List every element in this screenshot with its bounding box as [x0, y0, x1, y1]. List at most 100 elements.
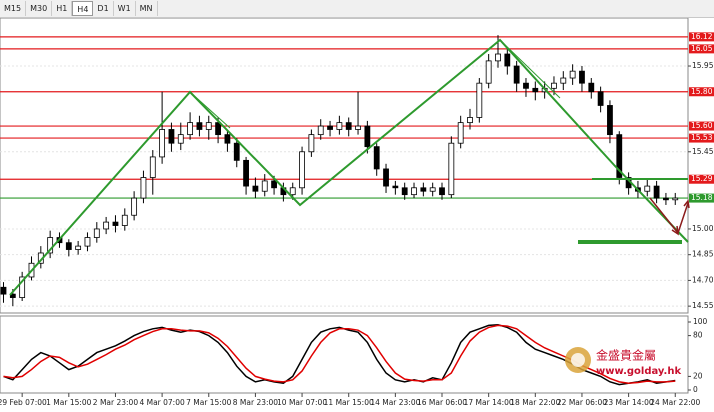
x-tick-label: 2 Mar 23:00: [93, 398, 139, 407]
candle-body: [579, 70, 585, 84]
candle-body: [345, 122, 352, 130]
candle-body: [149, 156, 156, 178]
trend-line: [189, 91, 231, 129]
x-tick-label: 23 Mar 14:00: [604, 398, 654, 407]
candle-body: [672, 197, 679, 201]
candle-body: [448, 142, 455, 196]
level-tag: [689, 121, 714, 131]
y-tick-label: 100: [693, 317, 708, 326]
candle-body: [159, 129, 166, 158]
arrow-head: [671, 225, 679, 236]
candle-body: [364, 125, 371, 148]
timeframe-button[interactable]: D1: [93, 1, 114, 16]
oscillator-line: [3, 323, 676, 386]
candle-body: [271, 180, 277, 189]
candle-body: [19, 276, 26, 298]
logo: [571, 353, 585, 367]
trend-line: [499, 39, 561, 99]
level-label: 15.29: [691, 174, 713, 183]
candle-body: [121, 214, 128, 226]
timeframe-button[interactable]: H1: [52, 1, 73, 16]
candle-body: [261, 180, 268, 192]
y-tick-label: 15.45: [692, 147, 714, 156]
candle-body: [532, 87, 539, 93]
candle-body: [75, 245, 82, 250]
candle-body: [616, 134, 623, 178]
timeframe-button[interactable]: MN: [136, 1, 158, 16]
candle-body: [196, 122, 203, 130]
y-tick-label: 0: [693, 385, 698, 394]
candle-body: [252, 185, 259, 192]
level-label: 15.18: [691, 193, 713, 202]
candle-body: [289, 187, 296, 196]
chart: 14.55 14.70 14.85 15.00 15.45 15.95 16.12 16.05…: [0, 18, 714, 407]
y-tick-label: 14.85: [692, 250, 714, 259]
candle-body: [47, 237, 54, 254]
arrow: [649, 197, 679, 234]
candle-body: [663, 197, 669, 201]
x-tick-label: 16 Mar 06:00: [417, 398, 467, 407]
level-label: 16.12: [691, 32, 713, 41]
candle-body: [140, 177, 147, 199]
candle-body: [93, 228, 100, 238]
timeframe-button[interactable]: M15: [0, 1, 27, 16]
candle-body: [299, 151, 305, 189]
candle-body: [569, 70, 576, 79]
candle-body: [84, 237, 91, 247]
candle-body: [467, 117, 473, 124]
x-tick-label: 1 Mar 15:00: [46, 398, 92, 407]
candle-body: [243, 159, 249, 187]
candle-body: [103, 221, 110, 230]
candle-body: [401, 187, 408, 196]
x-tick-label: 17 Mar 14:00: [464, 398, 514, 407]
toolbar: M15 M30 H1 H4 D1 W1 MN: [0, 0, 714, 18]
candle-body: [504, 53, 511, 67]
candle-body: [168, 129, 175, 144]
candle-body: [644, 185, 651, 192]
candle-body: [373, 146, 380, 170]
x-tick-label: 14 Mar 23:00: [370, 398, 420, 407]
candle-body: [560, 77, 567, 84]
candle-body: [224, 134, 231, 144]
brand-name: 金盛貴金屬: [596, 348, 656, 363]
candle-body: [523, 82, 529, 89]
candle-body: [495, 53, 501, 62]
level-label: 15.60: [691, 121, 713, 130]
candle-body: [457, 122, 464, 144]
candle-body: [383, 168, 389, 187]
candle-body: [177, 134, 184, 144]
candle-body: [607, 105, 613, 136]
level-label: 15.53: [691, 133, 713, 142]
candle-body: [336, 122, 343, 130]
candle-body: [588, 82, 595, 93]
candle-body: [476, 82, 483, 118]
y-tick-label: 14.70: [692, 275, 714, 284]
y-tick-label: 14.55: [692, 301, 714, 310]
timeframe-button[interactable]: M30: [26, 1, 53, 16]
candle-body: [411, 187, 417, 196]
x-tick-label: 29 Feb 07:00: [0, 398, 47, 407]
candle-body: [112, 221, 119, 226]
trend-lines: [9, 38, 689, 296]
candle-body: [215, 122, 221, 136]
level-tag: [689, 193, 714, 203]
candle-body: [485, 60, 492, 84]
oscillator-line: [3, 324, 676, 384]
candle-body: [653, 185, 660, 199]
candle-body: [308, 134, 315, 153]
candle-body: [597, 91, 604, 106]
level-label: 15.80: [691, 87, 713, 96]
candle-body: [392, 185, 399, 189]
candle-body: [9, 293, 16, 298]
timeframe-button[interactable]: H4: [72, 1, 94, 16]
candle-body: [420, 187, 427, 192]
level-label: 16.05: [691, 44, 713, 53]
level-tag: [689, 44, 714, 54]
level-tag: [689, 87, 714, 97]
level-tag: [689, 133, 714, 143]
y-tick-label: 20: [693, 371, 703, 380]
timeframe-button[interactable]: W1: [114, 1, 136, 16]
candle-body: [317, 125, 324, 136]
candle-body: [439, 187, 445, 196]
